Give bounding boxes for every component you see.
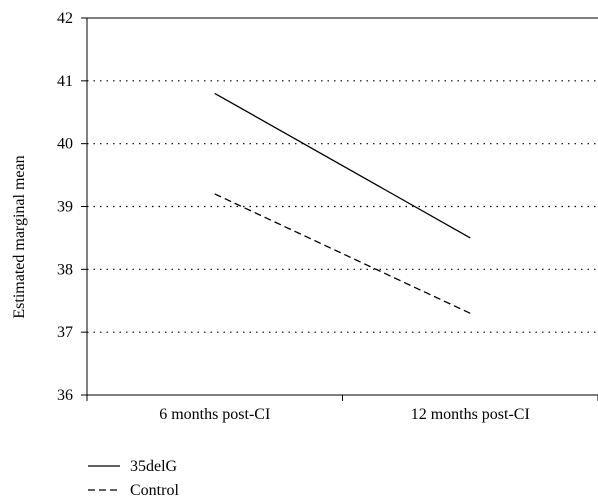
legend: 35delG Control (88, 458, 179, 499)
series-line-35delg (214, 92, 471, 239)
y-tick-label-42: 42 (57, 10, 73, 27)
y-tick-label-41: 41 (57, 73, 73, 90)
y-tick-label-38: 38 (57, 261, 73, 278)
gridlines (87, 80, 598, 333)
y-axis-title: Estimated marginal mean (11, 155, 28, 318)
axes: 36 37 38 39 40 41 42 6 months post-CI 12 months … (57, 10, 598, 423)
x-tick-label-0: 6 months post-CI (159, 406, 270, 423)
legend-label-0: 35delG (130, 458, 178, 475)
data-series (214, 92, 471, 314)
x-tick-label-1: 12 months post-CI (411, 406, 530, 423)
y-tick-label-39: 39 (57, 199, 73, 216)
series-line-control (214, 193, 471, 314)
y-tick-label-36: 36 (57, 387, 73, 404)
y-tick-label-40: 40 (57, 136, 73, 153)
legend-label-1: Control (130, 482, 179, 499)
y-tick-label-37: 37 (57, 324, 73, 341)
